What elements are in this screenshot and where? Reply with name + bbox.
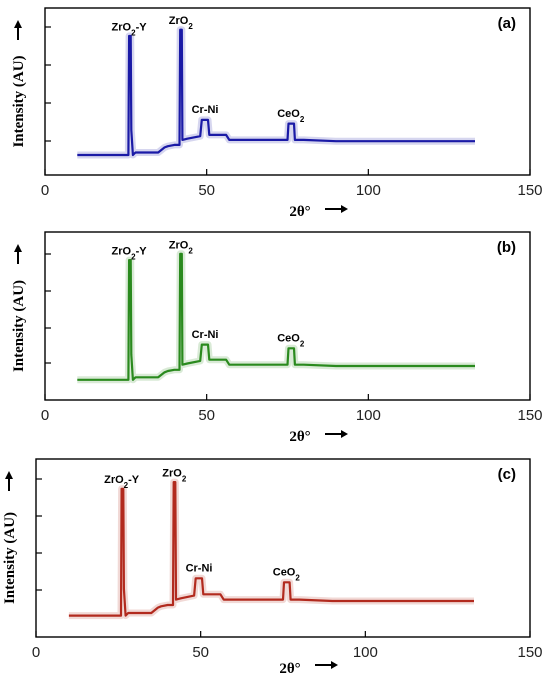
chart-panel-b: 0 50 100 150 ZrO2-Y ZrO2 Cr-Ni CeO2 (b) Intensity… <box>11 231 543 445</box>
label-cr-ni: Cr-Ni <box>186 562 213 574</box>
x-axis-arrowhead <box>341 205 348 213</box>
x-tick-label: 100 <box>356 182 381 199</box>
x-tick-label: 150 <box>517 182 542 199</box>
x-tick-label: 50 <box>198 407 215 424</box>
x-axis-arrowhead <box>331 661 338 669</box>
chart-panel-a: 0 50 100 150 ZrO2-Y ZrO2 Cr-Ni CeO2 (a) Intensity… <box>11 7 543 220</box>
panel-label: (b) <box>497 239 516 256</box>
x-axis-title: 2θ° <box>279 661 300 677</box>
label-ceo2: CeO2 <box>277 333 305 349</box>
label-zro2: ZrO2 <box>162 467 187 483</box>
y-axis-title: Intensity (AU) <box>2 512 18 604</box>
y-axis-arrowhead <box>14 20 22 28</box>
plot-frame <box>44 7 531 176</box>
label-cr-ni: Cr-Ni <box>192 104 219 116</box>
panel-label: (c) <box>498 466 516 483</box>
x-tick-label: 100 <box>356 407 381 424</box>
x-axis-title: 2θ° <box>289 429 310 445</box>
series-glow <box>68 478 474 620</box>
x-tick-label: 0 <box>41 182 49 199</box>
x-tick-label: 0 <box>41 407 49 424</box>
y-axis-arrowhead <box>14 244 22 252</box>
x-tick-label: 50 <box>192 644 209 661</box>
chart-panel-c: 0 50 100 150 ZrO2-Y ZrO2 Cr-Ni CeO2 (c) Intensity… <box>2 458 543 677</box>
label-ceo2: CeO2 <box>273 566 301 582</box>
label-zro2: ZrO2 <box>169 15 194 31</box>
x-tick-label: 150 <box>517 644 542 661</box>
label-zro2-y: ZrO2-Y <box>112 21 148 36</box>
label-zro2: ZrO2 <box>169 239 194 255</box>
x-axis-arrowhead <box>341 430 348 438</box>
y-axis-title: Intensity (AU) <box>11 280 27 372</box>
y-axis-title: Intensity (AU) <box>11 55 27 147</box>
x-axis-title: 2θ° <box>289 204 310 220</box>
y-axis-arrowhead <box>5 471 13 479</box>
series-line <box>77 28 475 157</box>
series-glow <box>77 26 475 159</box>
label-zro2-y: ZrO2-Y <box>104 474 140 490</box>
x-tick-label: 100 <box>353 644 378 661</box>
x-tick-label: 150 <box>517 407 542 424</box>
x-tick-label: 0 <box>32 644 40 661</box>
label-zro2-y: ZrO2-Y <box>112 246 148 262</box>
series-glow <box>77 250 475 384</box>
series-line <box>68 481 474 617</box>
panel-label: (a) <box>498 15 516 32</box>
series-line <box>77 252 475 381</box>
label-cr-ni: Cr-Ni <box>192 329 219 341</box>
plot-frame <box>35 458 531 638</box>
x-tick-label: 50 <box>198 182 215 199</box>
plot-frame <box>44 231 531 401</box>
label-ceo2: CeO2 <box>277 108 305 124</box>
